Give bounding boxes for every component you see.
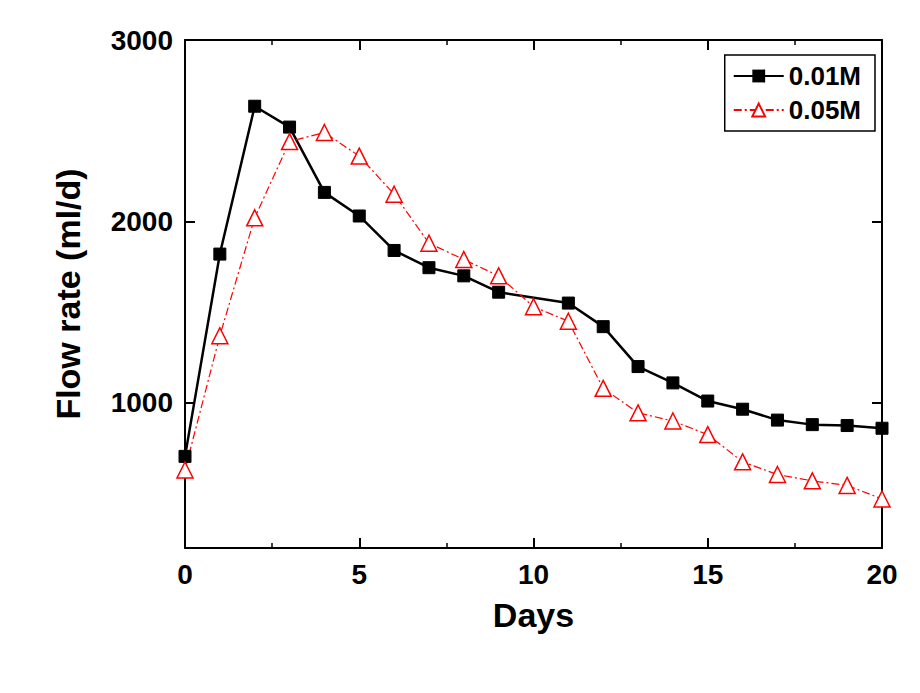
svg-text:0.05M: 0.05M (789, 95, 861, 125)
svg-text:3000: 3000 (111, 25, 173, 56)
svg-text:5: 5 (351, 559, 367, 590)
svg-text:15: 15 (692, 559, 723, 590)
svg-text:2000: 2000 (111, 206, 173, 237)
svg-text:Flow rate (ml/d): Flow rate (ml/d) (49, 168, 87, 419)
svg-text:0.01M: 0.01M (789, 61, 861, 91)
svg-text:10: 10 (518, 559, 549, 590)
svg-text:20: 20 (866, 559, 897, 590)
svg-text:0: 0 (177, 559, 193, 590)
svg-text:1000: 1000 (111, 387, 173, 418)
svg-text:Days: Days (493, 596, 574, 634)
